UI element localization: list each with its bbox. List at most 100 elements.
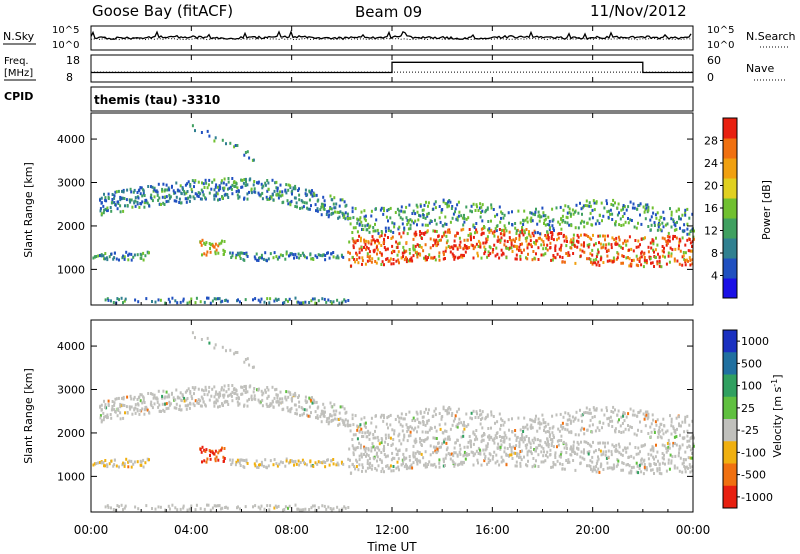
velocity-pixel	[640, 462, 643, 466]
power-pixel	[547, 215, 550, 219]
velocity-pixel	[487, 460, 490, 464]
power-pixel	[614, 201, 616, 205]
velocity-pixel	[509, 444, 511, 448]
velocity-pixel	[426, 436, 429, 440]
power-pixel	[622, 255, 625, 258]
velocity-pixel	[364, 431, 367, 435]
power-pixel	[477, 239, 480, 243]
power-pixel	[537, 214, 540, 218]
velocity-pixel	[250, 396, 253, 400]
power-pixel	[186, 182, 189, 186]
power-pixel	[129, 200, 132, 204]
power-pixel	[204, 243, 207, 246]
velocity-pixel	[287, 390, 290, 394]
velocity-pixel	[470, 445, 472, 449]
power-pixel	[250, 187, 253, 191]
power-pixel	[490, 219, 492, 223]
velocity-pixel	[618, 445, 621, 449]
power-pixel	[497, 235, 500, 239]
velocity-pixel	[199, 399, 202, 403]
power-pixel	[191, 179, 194, 183]
power-pixel	[288, 297, 291, 301]
power-pixel	[617, 235, 620, 239]
power-pixel	[271, 178, 274, 182]
velocity-pixel	[511, 457, 514, 460]
power-pixel	[390, 237, 393, 240]
power-pixel	[374, 222, 376, 226]
power-pixel	[580, 207, 583, 211]
power-pixel	[367, 241, 370, 245]
velocity-pixel	[332, 409, 335, 413]
power-pixel	[465, 217, 468, 221]
power-pixel	[342, 255, 345, 259]
power-pixel	[586, 221, 589, 225]
velocity-pixel	[435, 445, 438, 449]
velocity-pixel	[449, 407, 452, 411]
velocity-pixel	[147, 392, 150, 395]
velocity-pixel	[587, 452, 590, 456]
velocity-pixel	[463, 424, 466, 427]
velocity-pixel	[160, 410, 162, 413]
velocity-pixel	[380, 441, 383, 445]
power-pixel	[99, 198, 101, 202]
velocity-pixel	[637, 428, 639, 432]
velocity-pixel	[134, 403, 137, 407]
power-pixel	[374, 239, 377, 243]
power-pixel	[113, 201, 116, 205]
velocity-pixel	[341, 405, 344, 409]
velocity-pixel	[586, 450, 589, 454]
power-pixel	[394, 211, 397, 214]
velocity-pixel	[151, 392, 154, 396]
power-pixel	[553, 228, 555, 232]
power-pixel	[507, 211, 510, 215]
velocity-pixel	[346, 424, 349, 427]
power-pixel	[218, 297, 221, 301]
velocity-pixel	[517, 416, 520, 420]
velocity-pixel	[374, 467, 377, 470]
power-pixel	[500, 210, 503, 214]
power-pixel	[406, 232, 409, 236]
power-pixel	[306, 206, 309, 210]
power-pixel	[245, 253, 248, 257]
freq-unit-label: [MHz]	[4, 68, 33, 79]
power-pixel	[389, 257, 392, 261]
power-pixel	[266, 297, 269, 301]
velocity-pixel	[234, 391, 237, 395]
velocity-pixel	[237, 396, 240, 400]
power-pixel	[615, 257, 618, 261]
velocity-pixel	[99, 461, 101, 464]
power-pixel	[168, 193, 171, 197]
velocity-pixel	[244, 384, 247, 388]
power-pixel	[123, 197, 126, 200]
power-pixel	[573, 243, 576, 247]
velocity-pixel	[423, 439, 425, 442]
power-pixel	[130, 198, 133, 202]
velocity-pixel	[335, 409, 338, 413]
velocity-pixel	[586, 464, 588, 468]
velocity-pixel	[488, 437, 491, 441]
power-pixel	[550, 237, 553, 240]
power-pixel	[620, 245, 623, 249]
power-pixel	[276, 193, 278, 197]
power-pixel	[140, 256, 143, 260]
velocity-pixel	[337, 423, 340, 427]
power-pixel	[303, 201, 306, 205]
power-pixel	[176, 188, 179, 192]
velocity-pixel	[672, 425, 675, 429]
velocity-pixel	[634, 446, 637, 449]
velocity-pixel	[592, 440, 594, 444]
power-pixel	[607, 248, 610, 252]
power-pixel	[445, 234, 448, 238]
velocity-pixel	[167, 504, 170, 508]
velocity-pixel	[559, 453, 562, 457]
power-pixel	[182, 297, 185, 301]
velocity-pixel	[153, 402, 156, 406]
power-pixel	[355, 251, 358, 255]
power-pixel	[417, 252, 420, 256]
velocity-pixel	[458, 417, 461, 421]
velocity-pixel	[272, 463, 275, 467]
power-pixel	[518, 245, 521, 249]
power-pixel	[188, 199, 191, 203]
velocity-pixel	[266, 404, 269, 408]
power-pixel	[518, 238, 521, 242]
